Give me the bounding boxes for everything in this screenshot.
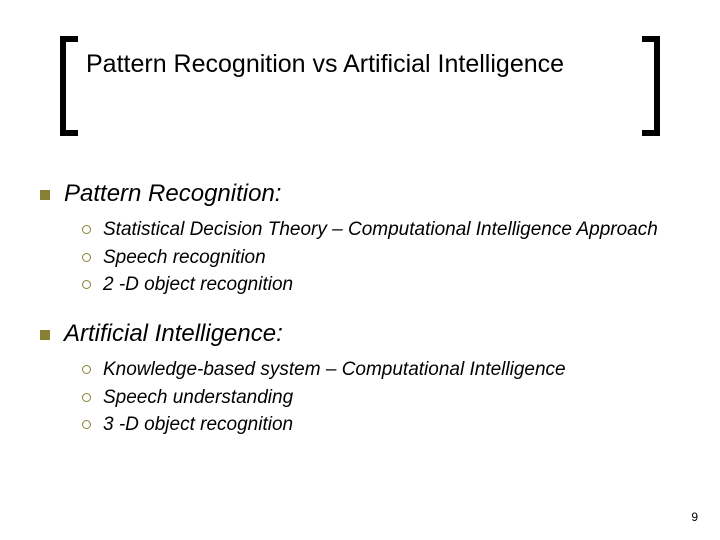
section-items: Statistical Decision Theory – Computatio… [82,218,680,298]
list-item-text: Speech understanding [103,386,293,411]
section-heading: Pattern Recognition: [40,180,680,208]
circle-bullet-icon [82,253,91,262]
title-area: Pattern Recognition vs Artificial Intell… [60,36,660,106]
list-item-text: 2 -D object recognition [103,273,293,298]
section-heading-text: Pattern Recognition: [64,180,281,208]
list-item-text: 3 -D object recognition [103,413,293,438]
square-bullet-icon [40,190,50,200]
slide-title: Pattern Recognition vs Artificial Intell… [86,50,564,79]
list-item-text: Knowledge-based system – Computational I… [103,358,566,383]
list-item-text: Speech recognition [103,246,266,271]
list-item: Speech recognition [82,246,680,271]
list-item: 3 -D object recognition [82,413,680,438]
list-item: Statistical Decision Theory – Computatio… [82,218,680,243]
square-bullet-icon [40,330,50,340]
list-item-text: Statistical Decision Theory – Computatio… [103,218,658,243]
page-number: 9 [691,510,698,524]
section-heading-text: Artificial Intelligence: [64,320,283,348]
bracket-right-icon [642,36,660,136]
slide: Pattern Recognition vs Artificial Intell… [0,0,720,540]
section-heading: Artificial Intelligence: [40,320,680,348]
list-item: Speech understanding [82,386,680,411]
circle-bullet-icon [82,393,91,402]
list-item: Knowledge-based system – Computational I… [82,358,680,383]
slide-content: Pattern Recognition: Statistical Decisio… [40,180,680,460]
title-underline [0,110,720,114]
list-item: 2 -D object recognition [82,273,680,298]
bracket-left-icon [60,36,78,136]
circle-bullet-icon [82,420,91,429]
circle-bullet-icon [82,280,91,289]
circle-bullet-icon [82,225,91,234]
circle-bullet-icon [82,365,91,374]
section-items: Knowledge-based system – Computational I… [82,358,680,438]
